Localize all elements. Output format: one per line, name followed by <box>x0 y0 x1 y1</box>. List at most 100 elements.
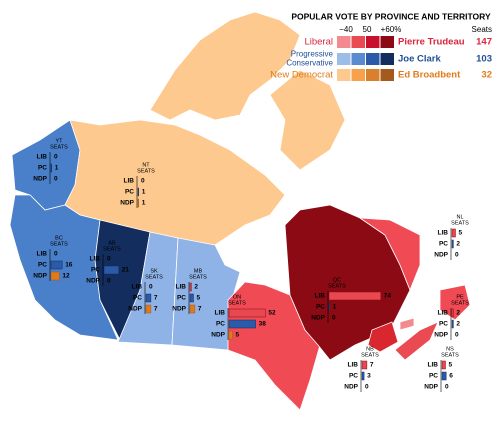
seat-count: 21 <box>122 267 130 274</box>
region-name: QC <box>333 277 341 283</box>
party-abbrev: LIB <box>215 310 226 317</box>
seat-bar <box>328 291 382 301</box>
region-seats-label: SEATS <box>451 220 469 226</box>
party-abbrev: PC <box>349 373 358 380</box>
party-leader: Ed Broadbent <box>398 70 461 81</box>
seat-count: 0 <box>455 332 459 339</box>
seat-bar <box>451 319 454 329</box>
seat-count: 1 <box>142 200 146 207</box>
seat-count: 0 <box>365 384 369 391</box>
party-abbrev: PC <box>125 189 134 196</box>
seat-bar <box>189 304 196 314</box>
region-name: PE <box>456 294 464 300</box>
region-seats-label: SEATS <box>50 241 68 247</box>
party-abbrev: LIB <box>428 362 439 369</box>
region-name: NL <box>456 214 463 220</box>
seat-count: 1 <box>333 304 337 311</box>
manitoba <box>171 237 241 351</box>
party-abbrev: PC <box>429 373 438 380</box>
seat-count: 38 <box>259 321 267 328</box>
region-name: MB <box>194 268 203 274</box>
region-seats-label: SEATS <box>137 168 155 174</box>
region-seats-label: SEATS <box>145 274 163 280</box>
seat-count: 74 <box>384 293 392 300</box>
seat-count: 2 <box>456 321 460 328</box>
seat-count: 52 <box>268 310 276 317</box>
seat-bar <box>361 371 365 381</box>
legend-swatch <box>366 69 380 81</box>
region-seats-label: SEATS <box>441 352 459 358</box>
party-abbrev: PC <box>316 304 325 311</box>
scale-label: +60% <box>381 25 402 34</box>
new-brunswick <box>367 321 399 353</box>
party-abbrev: LIB <box>315 293 326 300</box>
legend-swatch <box>337 36 351 48</box>
party-name: Liberal <box>304 37 333 48</box>
party-abbrev: PC <box>216 321 225 328</box>
seat-bar <box>451 308 454 318</box>
seat-count: 5 <box>197 295 201 302</box>
saskatchewan <box>117 231 179 346</box>
party-name: New Democrat <box>270 70 333 81</box>
arctic-islands <box>149 11 301 121</box>
seat-count: 12 <box>62 273 70 280</box>
party-abbrev: PC <box>439 241 448 248</box>
party-abbrev: NDP <box>86 278 100 285</box>
region-seats-label: SEATS <box>228 300 246 306</box>
seat-bar <box>228 330 233 340</box>
region-name: AB <box>108 240 116 246</box>
seat-count: 2 <box>456 241 460 248</box>
party-abbrev: PC <box>177 295 186 302</box>
legend-swatch <box>351 69 365 81</box>
legend-swatch <box>366 36 380 48</box>
seat-bar <box>145 293 152 303</box>
party-name: Progressive <box>291 50 334 59</box>
arctic-islands-east <box>269 69 346 171</box>
party-abbrev: LIB <box>37 154 48 161</box>
party-abbrev: LIB <box>348 362 359 369</box>
party-abbrev: NDP <box>33 273 47 280</box>
seat-bar <box>50 163 52 173</box>
seat-count: 5 <box>236 332 240 339</box>
party-abbrev: PC <box>91 267 100 274</box>
legend-title: POPULAR VOTE BY PROVINCE AND TERRITORY <box>291 11 491 21</box>
seat-count: 2 <box>194 284 198 291</box>
legend-swatch <box>351 53 365 65</box>
region-name: NB <box>366 346 374 352</box>
seat-count: 0 <box>455 252 459 259</box>
seat-count: 5 <box>459 230 463 237</box>
party-abbrev: NDP <box>424 384 438 391</box>
legend-swatch <box>351 36 365 48</box>
seat-count: 1 <box>142 189 146 196</box>
region-name: ON <box>233 294 241 300</box>
seat-bar <box>137 198 139 208</box>
party-abbrev: LIB <box>124 178 135 185</box>
party-leader: Joe Clark <box>398 54 441 65</box>
seat-bar <box>441 360 446 370</box>
region-seats-label: SEATS <box>189 274 207 280</box>
party-abbrev: PC <box>439 321 448 328</box>
seat-count: 0 <box>445 384 449 391</box>
legend-swatch <box>366 53 380 65</box>
seat-bar <box>228 319 256 329</box>
seat-bar <box>103 265 119 275</box>
party-abbrev: LIB <box>132 284 143 291</box>
party-seats: 147 <box>476 37 492 48</box>
seat-count: 2 <box>456 310 460 317</box>
newfoundland-island <box>439 284 471 321</box>
region-name: SK <box>150 268 158 274</box>
region-seats-label: SEATS <box>103 246 121 252</box>
legend-swatch <box>380 69 394 81</box>
seat-bar <box>145 304 152 314</box>
party-abbrev: NDP <box>211 332 225 339</box>
region-name: NT <box>142 162 150 168</box>
legend-swatch <box>380 36 394 48</box>
party-abbrev: PC <box>133 295 142 302</box>
seat-count: 7 <box>154 295 158 302</box>
party-abbrev: PC <box>38 165 47 172</box>
party-abbrev: LIB <box>438 310 449 317</box>
party-abbrev: LIB <box>90 256 101 263</box>
seat-count: 0 <box>149 284 153 291</box>
seat-count: 0 <box>332 315 336 322</box>
party-abbrev: NDP <box>120 200 134 207</box>
